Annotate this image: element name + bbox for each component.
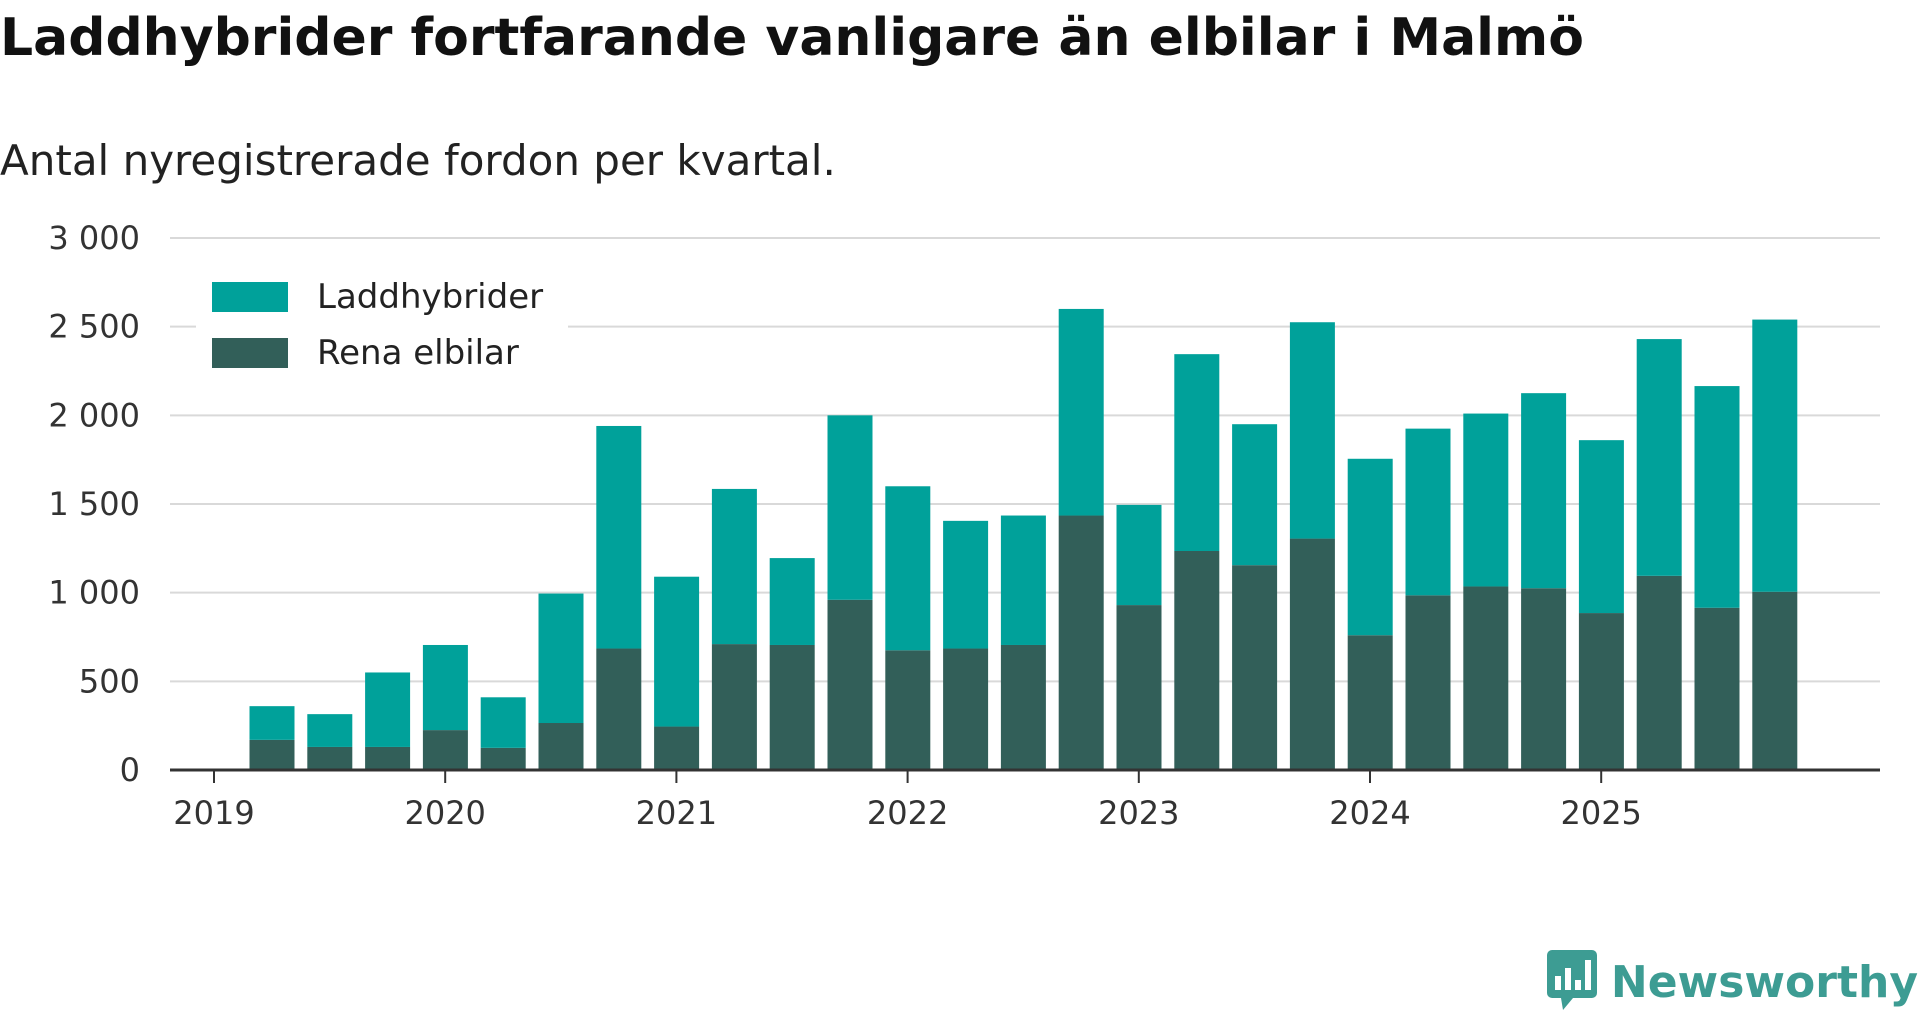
bar-laddhybrider	[249, 706, 295, 740]
bar-laddhybrider	[1694, 386, 1740, 608]
bar-laddhybrider	[307, 714, 353, 747]
bar-laddhybrider	[1058, 308, 1104, 516]
bar-chart-speech-icon	[1546, 950, 1597, 1014]
bar-laddhybrider	[1116, 504, 1162, 606]
bar-laddhybrider	[1000, 515, 1046, 645]
bar-rena-elbilar	[249, 739, 295, 770]
chart-title: Laddhybrider fortfarande vanligare än el…	[0, 8, 1584, 68]
bar-rena-elbilar	[1058, 515, 1104, 770]
x-tick-label: 2024	[1329, 794, 1410, 832]
bar-rena-elbilar	[769, 644, 815, 770]
legend-label-rena-elbilar: Rena elbilar	[317, 333, 519, 373]
brand-logo: Newsworthy	[1546, 950, 1918, 1014]
bar-rena-elbilar	[1405, 595, 1451, 770]
bar-laddhybrider	[711, 488, 757, 645]
bar-rena-elbilar	[307, 746, 353, 770]
bar-rena-elbilar	[1636, 575, 1682, 770]
legend-label-laddhybrider: Laddhybrider	[317, 277, 543, 317]
bar-rena-elbilar	[1578, 613, 1624, 770]
bar-rena-elbilar	[885, 650, 931, 770]
bar-laddhybrider	[827, 415, 873, 600]
legend-swatch-rena-elbilar	[212, 338, 288, 368]
legend: Laddhybrider Rena elbilar	[196, 268, 568, 378]
x-tick-label: 2022	[867, 794, 948, 832]
y-tick-label: 500	[79, 662, 140, 700]
bar-rena-elbilar	[943, 648, 989, 770]
bar-laddhybrider	[1405, 428, 1451, 596]
x-tick-label: 2023	[1098, 794, 1179, 832]
bar-rena-elbilar	[480, 747, 526, 770]
bar-rena-elbilar	[1174, 550, 1220, 770]
bar-laddhybrider	[1174, 354, 1220, 551]
bar-rena-elbilar	[1463, 586, 1509, 770]
bar-rena-elbilar	[1116, 605, 1162, 770]
y-tick-label: 1 500	[48, 485, 140, 523]
bar-laddhybrider	[1578, 440, 1624, 614]
bar-laddhybrider	[422, 644, 468, 731]
bar-laddhybrider	[1232, 424, 1278, 566]
bar-laddhybrider	[596, 425, 642, 649]
y-tick-label: 2 000	[48, 396, 140, 434]
bar-rena-elbilar	[711, 644, 757, 770]
bar-laddhybrider	[943, 520, 989, 649]
bar-rena-elbilar	[538, 723, 584, 770]
bar-rena-elbilar	[1232, 565, 1278, 770]
bar-laddhybrider	[1463, 413, 1509, 587]
bar-rena-elbilar	[1347, 635, 1393, 770]
bar-rena-elbilar	[1521, 588, 1567, 770]
bar-rena-elbilar	[654, 726, 700, 770]
bar-rena-elbilar	[1289, 538, 1335, 770]
bar-laddhybrider	[1521, 393, 1567, 589]
bar-laddhybrider	[769, 558, 815, 645]
legend-swatch-laddhybrider	[212, 282, 288, 312]
bar-laddhybrider	[1636, 339, 1682, 576]
bar-rena-elbilar	[1752, 591, 1798, 770]
brand-name: Newsworthy	[1610, 956, 1918, 1008]
y-tick-label: 0	[120, 751, 140, 789]
y-tick-label: 1 000	[48, 574, 140, 612]
bar-laddhybrider	[365, 672, 411, 747]
chart-subtitle: Antal nyregistrerade fordon per kvartal.	[0, 136, 836, 185]
bar-laddhybrider	[538, 593, 584, 724]
bar-laddhybrider	[1289, 322, 1335, 539]
bar-rena-elbilar	[422, 730, 468, 770]
x-tick-label: 2025	[1560, 794, 1641, 832]
bar-laddhybrider	[480, 697, 526, 748]
x-tick-label: 2021	[636, 794, 717, 832]
bars	[249, 308, 1798, 770]
x-tick-label: 2019	[173, 794, 254, 832]
bar-laddhybrider	[1347, 458, 1393, 636]
bar-rena-elbilar	[596, 648, 642, 770]
y-tick-label: 3 000	[48, 219, 140, 257]
bar-rena-elbilar	[1694, 607, 1740, 770]
x-tick-label: 2020	[404, 794, 485, 832]
bar-rena-elbilar	[827, 599, 873, 770]
y-tick-label: 2 500	[48, 308, 140, 346]
bar-rena-elbilar	[1000, 644, 1046, 770]
bar-laddhybrider	[885, 486, 931, 651]
bar-rena-elbilar	[365, 746, 411, 770]
bar-laddhybrider	[654, 576, 700, 727]
axes: 0 500 1 000 1 500 2 000 2 500 3 000 2019 2020 202…	[48, 219, 1880, 832]
bar-laddhybrider	[1752, 319, 1798, 592]
